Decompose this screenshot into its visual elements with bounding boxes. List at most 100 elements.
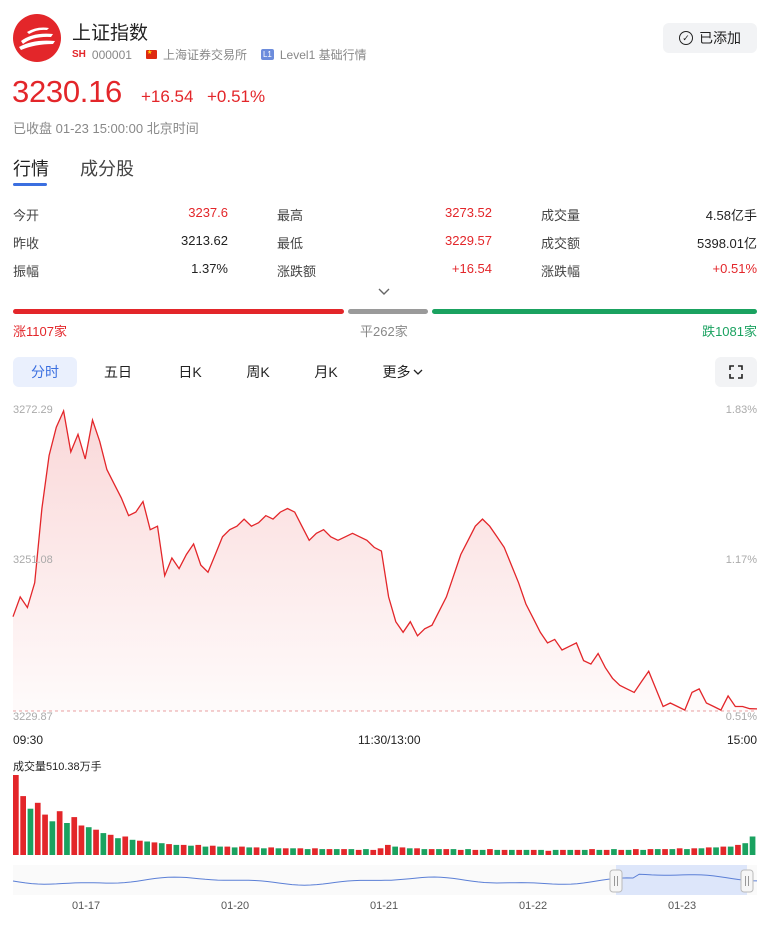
- volume-bar: [509, 849, 515, 855]
- volume-bar: [93, 829, 99, 855]
- navigator-date-label: 01-17: [72, 900, 101, 912]
- volume-value: 4.58亿手: [705, 208, 757, 223]
- volume-bar: [603, 849, 610, 855]
- volume-bar: [64, 823, 70, 855]
- range-navigator[interactable]: [0, 862, 784, 898]
- price-change-pct: +0.51%: [207, 87, 266, 106]
- volume-bar: [472, 849, 479, 855]
- volume-bar: [348, 849, 355, 855]
- volume-bar: [158, 843, 165, 855]
- tab-intraday[interactable]: 分时: [13, 357, 77, 387]
- navigator-left-handle[interactable]: [609, 869, 623, 893]
- unchanged-bar: [348, 309, 428, 314]
- volume-bar: [625, 849, 632, 855]
- volume-bar: [13, 775, 19, 855]
- change-pct-label: 涨跌幅: [541, 264, 581, 279]
- volume-bar: [115, 838, 121, 855]
- volume-bar: [253, 847, 260, 855]
- navigator-selected-range[interactable]: [616, 865, 747, 895]
- volume-bar: [676, 848, 683, 855]
- volume-label: 成交量: [541, 208, 581, 223]
- volume-bar: [355, 849, 362, 855]
- volume-bar: [144, 841, 150, 855]
- volume-total-label: 成交量510.38万手: [13, 761, 102, 773]
- volume-bar: [392, 846, 398, 855]
- tab-monthly-k[interactable]: 月K: [314, 364, 338, 380]
- volume-bar: [304, 849, 311, 855]
- security-code: 000001: [91, 47, 132, 62]
- volume-bar: [27, 808, 34, 855]
- volume-bar: [151, 842, 158, 855]
- volume-bar: [654, 849, 661, 855]
- volume-bar: [217, 846, 223, 855]
- intraday-chart[interactable]: [0, 395, 784, 725]
- added-watchlist-button[interactable]: ✓ 已添加: [663, 23, 757, 53]
- volume-bar: [662, 849, 668, 855]
- volume-bar: [209, 845, 216, 855]
- tab-five-day[interactable]: 五日: [104, 364, 132, 380]
- volume-bar: [326, 849, 333, 855]
- low-label: 最低: [277, 236, 304, 251]
- navigator-right-handle[interactable]: [740, 869, 754, 893]
- navigator-date-label: 01-20: [221, 900, 250, 912]
- added-label: 已添加: [699, 30, 741, 46]
- volume-bar: [297, 848, 304, 855]
- volume-bar: [195, 844, 202, 855]
- volume-chart: [13, 775, 756, 855]
- volume-bar: [705, 847, 712, 855]
- tab-weekly-k[interactable]: 周K: [246, 364, 270, 380]
- volume-bar: [596, 849, 603, 855]
- volume-bar: [530, 849, 537, 855]
- volume-bar: [589, 849, 595, 855]
- fullscreen-button[interactable]: [715, 357, 757, 387]
- active-tab-indicator: [13, 183, 47, 186]
- tab-constituents[interactable]: 成分股: [80, 159, 134, 179]
- volume-bar: [618, 849, 625, 855]
- volume-bar: [202, 846, 209, 855]
- volume-bar: [552, 849, 559, 855]
- change-amount-label: 涨跌额: [277, 264, 317, 279]
- volume-bar: [246, 847, 253, 855]
- volume-bar: [698, 848, 705, 855]
- volume-bar: [385, 844, 391, 855]
- volume-bar: [742, 843, 749, 855]
- volume-bar: [275, 848, 282, 855]
- volume-bar: [261, 848, 267, 855]
- tab-more[interactable]: 更多: [368, 357, 438, 387]
- volume-bar: [363, 849, 369, 855]
- tab-market[interactable]: 行情: [13, 159, 49, 179]
- turnover-label: 成交额: [541, 236, 581, 251]
- volume-bar: [406, 848, 413, 855]
- volume-bar: [501, 849, 508, 855]
- volume-bar: [399, 847, 406, 855]
- fullscreen-icon: [729, 365, 743, 379]
- amplitude-label: 振幅: [13, 264, 40, 279]
- prev-close-value: 3213.62: [181, 233, 228, 248]
- advancers-bar: [13, 309, 344, 314]
- volume-bar: [669, 849, 676, 855]
- chevron-down-icon: [413, 369, 422, 375]
- volume-bar: [129, 839, 136, 855]
- volume-bar: [749, 836, 756, 855]
- volume-bar: [640, 849, 646, 855]
- volume-bar: [633, 849, 639, 855]
- volume-bar: [34, 802, 41, 855]
- volume-bar: [443, 849, 450, 855]
- navigator-date-label: 01-21: [370, 900, 399, 912]
- volume-bar: [85, 827, 92, 855]
- time-midday-label: 11:30/13:00: [358, 733, 421, 747]
- open-label: 今开: [13, 208, 40, 223]
- volume-bar: [173, 844, 180, 855]
- volume-bar: [341, 849, 347, 855]
- decliners-bar: [432, 309, 757, 314]
- volume-bar: [691, 848, 698, 855]
- y-axis-max-label: 3272.29: [13, 404, 53, 416]
- expand-chevron-icon[interactable]: [377, 285, 391, 300]
- volume-bar: [538, 849, 544, 855]
- volume-bar: [560, 849, 566, 855]
- volume-bar: [166, 844, 172, 855]
- volume-bar: [457, 849, 464, 855]
- volume-bar: [188, 845, 194, 855]
- last-price: 3230.16: [12, 74, 122, 109]
- tab-daily-k[interactable]: 日K: [178, 364, 202, 380]
